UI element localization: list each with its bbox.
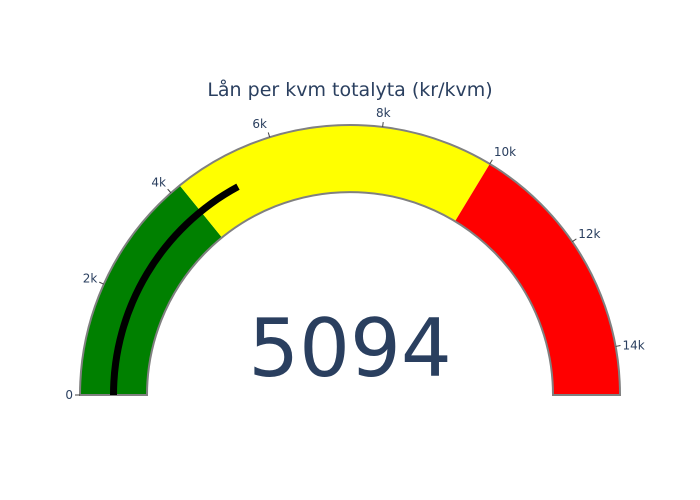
gauge-tick-mark bbox=[267, 132, 271, 138]
gauge-step-2 bbox=[455, 163, 620, 395]
gauge-tick-label: 0 bbox=[65, 388, 73, 402]
gauge-value-number: 5094 bbox=[248, 302, 452, 395]
gauge-tick-mark bbox=[489, 159, 493, 165]
gauge-tick-label: 14k bbox=[623, 338, 645, 352]
gauge-bar-fill bbox=[110, 183, 240, 395]
gauge-tick-label: 4k bbox=[151, 175, 166, 189]
gauge-border bbox=[78, 124, 622, 396]
gauge-tick-mark bbox=[167, 188, 172, 194]
gauge-step-0 bbox=[80, 185, 222, 395]
gauge-tick-label: 10k bbox=[494, 145, 516, 159]
gauge-tick-mark bbox=[382, 121, 384, 128]
gauge-tick-label: 8k bbox=[376, 106, 391, 120]
gauge-value-bar bbox=[110, 183, 240, 395]
gauge-tick-mark bbox=[615, 345, 621, 347]
gauge-tick-mark bbox=[99, 281, 104, 285]
gauge-tick-label: 12k bbox=[578, 227, 600, 241]
gauge-axis: 0 2k 4k 6k 8k 10k 12k 14k bbox=[65, 106, 644, 402]
gauge-tick-mark bbox=[571, 238, 577, 243]
chart-title: Lån per kvm totalyta (kr/kvm) bbox=[207, 78, 492, 101]
gauge-tick-label: 6k bbox=[252, 117, 267, 131]
gauge-tick-label: 2k bbox=[83, 271, 98, 285]
gauge-step-1 bbox=[179, 124, 490, 238]
gauge-steps bbox=[78, 124, 622, 396]
